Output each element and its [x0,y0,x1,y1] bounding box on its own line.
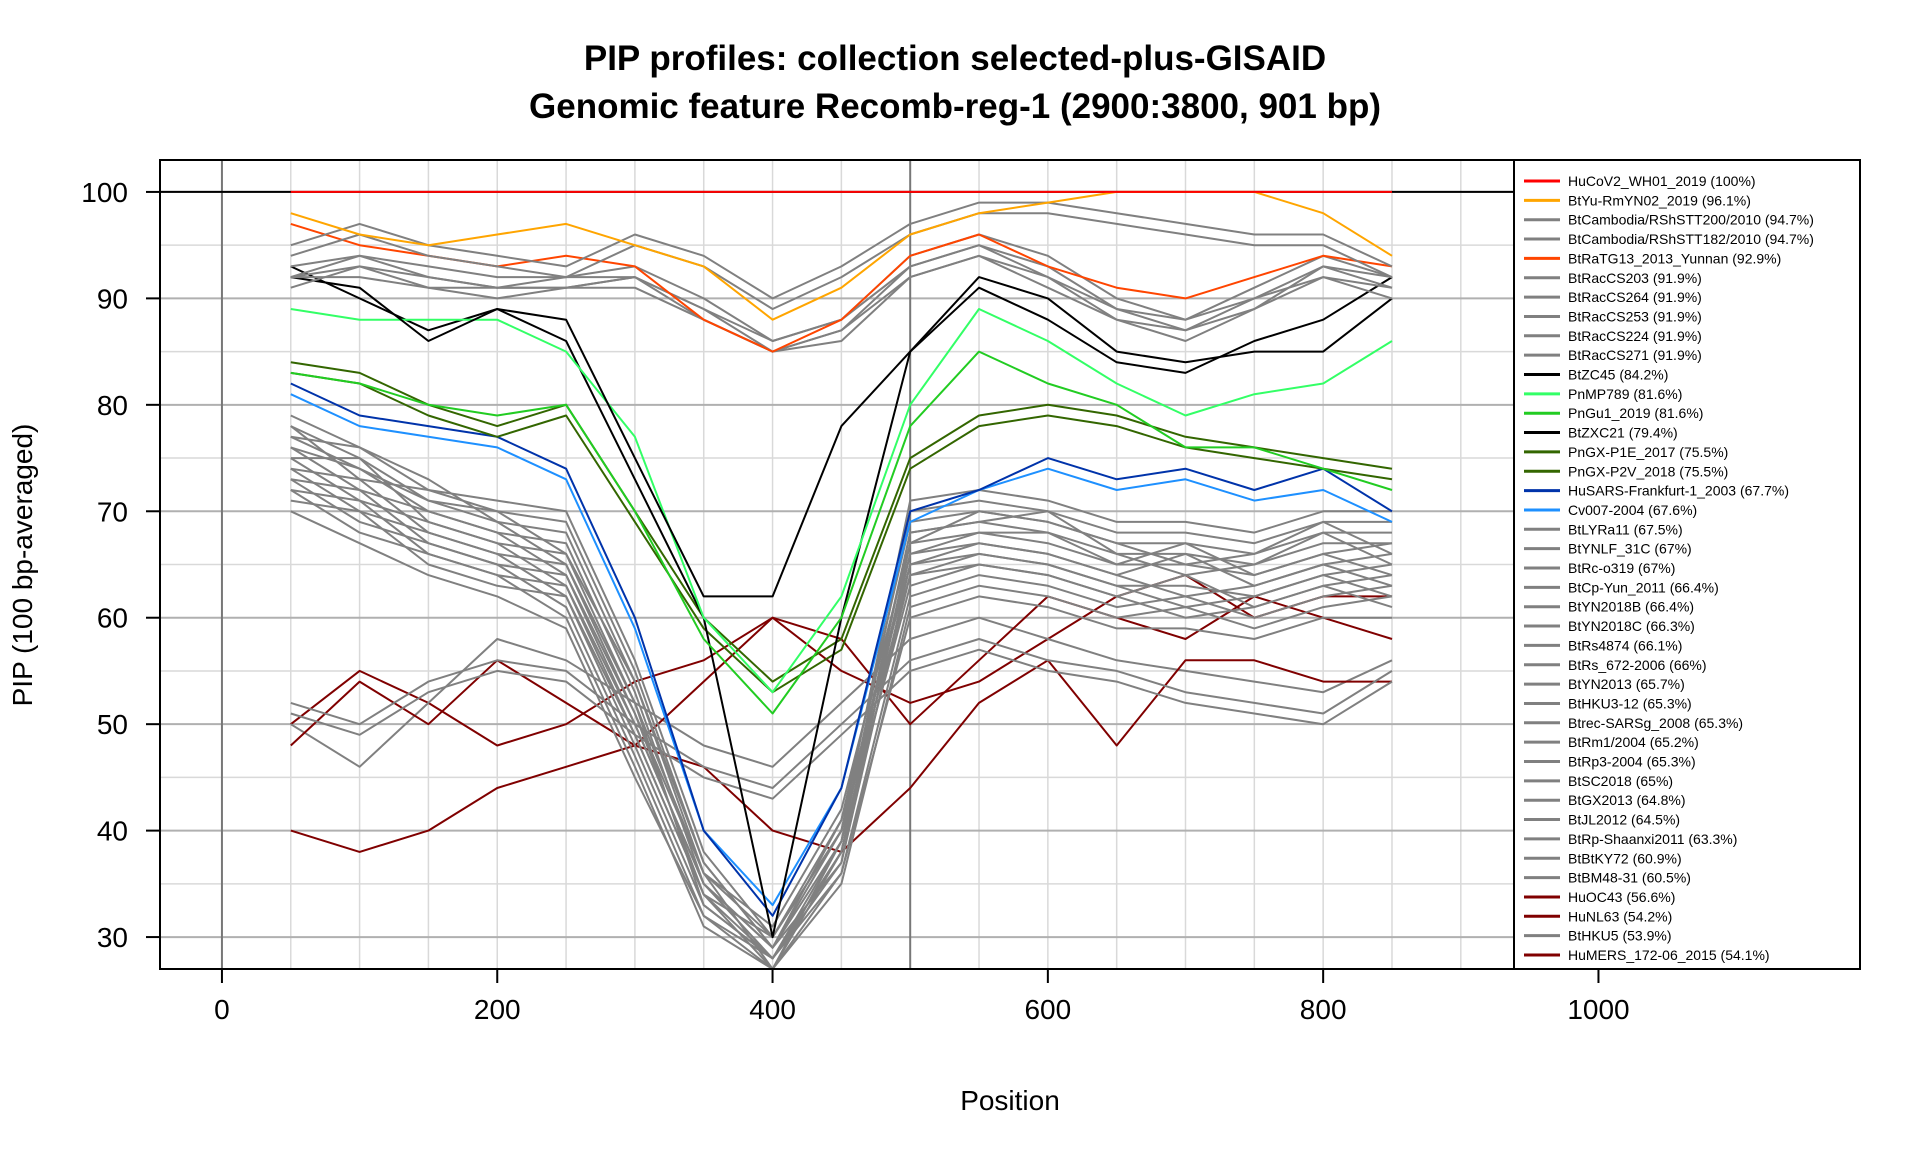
y-axis-ticks: 30 40 50 60 70 80 90 100 [81,177,160,953]
legend-entry: BtRacCS203 (91.9%) [1568,270,1702,286]
x-axis-ticks: 0 200 400 600 800 1000 [214,969,1630,1025]
y-tick-label: 80 [97,390,128,421]
y-tick-label: 40 [97,816,128,847]
legend-entry: PnMP789 (81.6%) [1568,386,1682,402]
legend-box [1513,159,1861,970]
x-tick-label: 400 [749,994,796,1025]
legend-entry: HuNL63 (54.2%) [1568,908,1672,924]
y-tick-label: 100 [81,177,128,208]
legend-entry: BtYN2018B (66.4%) [1568,599,1694,615]
series-line-3 [290,212,1393,310]
legend-entry: PnGu1_2019 (81.6%) [1568,405,1703,421]
y-axis-label: PIP (100 bp-averaged) [7,424,38,707]
x-tick-label: 1000 [1567,994,1629,1025]
series-line-21 [290,446,1392,960]
series-line-16 [290,382,1393,917]
legend-entry: BtRacCS253 (91.9%) [1568,308,1702,324]
legend-entry: BtHKU3-12 (65.3%) [1568,695,1692,711]
legend-entry: PnGX-P2V_2018 (75.5%) [1568,463,1728,479]
legend-entry: HuSARS-Frankfurt-1_2003 (67.7%) [1568,483,1789,499]
legend-entry: BtRacCS264 (91.9%) [1568,289,1702,305]
y-tick-label: 90 [97,283,128,314]
legend-entry: BtSC2018 (65%) [1568,773,1673,789]
series-line-2 [290,201,1393,300]
series-line-9 [290,254,1393,353]
legend-entry: BtRs_672-2006 (66%) [1568,657,1707,673]
legend-entry: BtZC45 (84.2%) [1568,367,1668,383]
legend-entry: BtCambodia/RShSTT182/2010 (94.7%) [1568,231,1814,247]
series-line-14 [290,361,1393,683]
series-line-6 [290,244,1393,353]
x-tick-label: 200 [474,994,521,1025]
legend-entry: HuCoV2_WH01_2019 (100%) [1568,173,1756,189]
legend-entry: BtHKU5 (53.9%) [1568,928,1671,944]
y-tick-label: 50 [97,709,128,740]
x-axis-label: Position [960,1085,1060,1116]
chart-title: PIP profiles: collection selected-plus-G… [584,39,1326,78]
x-tick-label: 800 [1300,994,1347,1025]
legend-entry: HuMERS_172-06_2015 (54.1%) [1568,947,1770,963]
legend: HuCoV2_WH01_2019 (100%) BtYu-RmYN02_2019 … [1524,173,1814,963]
chart-subtitle: Genomic feature Recomb-reg-1 (2900:3800,… [529,87,1381,126]
legend-entry: HuOC43 (56.6%) [1568,889,1675,905]
series-line-15 [290,371,1393,694]
legend-entry: BtRs4874 (66.1%) [1568,637,1682,653]
series-lines [290,190,1393,969]
legend-entry: BtYN2013 (65.7%) [1568,676,1685,692]
legend-entry: BtBtKY72 (60.9%) [1568,850,1682,866]
series-line-18 [290,414,1392,939]
series-line-22 [290,425,1393,928]
series-line-26 [290,467,1393,960]
legend-entry: BtRc-o319 (67%) [1568,560,1675,576]
y-tick-label: 30 [97,922,128,953]
legend-entry: BtCp-Yun_2011 (66.4%) [1568,579,1719,595]
y-tick-label: 60 [97,603,128,634]
legend-entry: BtCambodia/RShSTT200/2010 (94.7%) [1568,212,1814,228]
legend-entry: BtYN2018C (66.3%) [1568,618,1695,634]
series-line-39 [290,616,1393,768]
legend-entry: BtYNLF_31C (67%) [1568,541,1692,557]
legend-entry: BtYu-RmYN02_2019 (96.1%) [1568,192,1751,208]
y-tick-label: 70 [97,496,128,527]
legend-entry: BtJL2012 (64.5%) [1568,812,1680,828]
legend-entry: PnGX-P1E_2017 (75.5%) [1568,444,1728,460]
series-line-36 [290,648,1393,800]
x-tick-label: 0 [214,994,230,1025]
legend-entry: BtGX2013 (64.8%) [1568,792,1686,808]
series-line-35 [290,638,1393,789]
series-line-12 [290,350,1393,715]
series-line-19 [290,425,1392,949]
legend-entry: BtRacCS224 (91.9%) [1568,328,1702,344]
legend-entry: BtBM48-31 (60.5%) [1568,870,1691,886]
series-line-10 [290,276,1393,598]
legend-entry: BtRaTG13_2013_Yunnan (92.9%) [1568,250,1781,266]
legend-entry: Cv007-2004 (67.6%) [1568,502,1697,518]
x-tick-label: 600 [1024,994,1071,1025]
legend-entry: BtLYRa11 (67.5%) [1568,521,1683,537]
legend-entry: BtZXC21 (79.4%) [1568,425,1678,441]
legend-entry: BtRacCS271 (91.9%) [1568,347,1702,363]
legend-entry: Btrec-SARSg_2008 (65.3%) [1568,715,1743,731]
legend-entry: BtRp3-2004 (65.3%) [1568,754,1696,770]
legend-entry: BtRp-Shaanxi2011 (63.3%) [1568,831,1737,847]
legend-entry: BtRm1/2004 (65.2%) [1568,734,1699,750]
